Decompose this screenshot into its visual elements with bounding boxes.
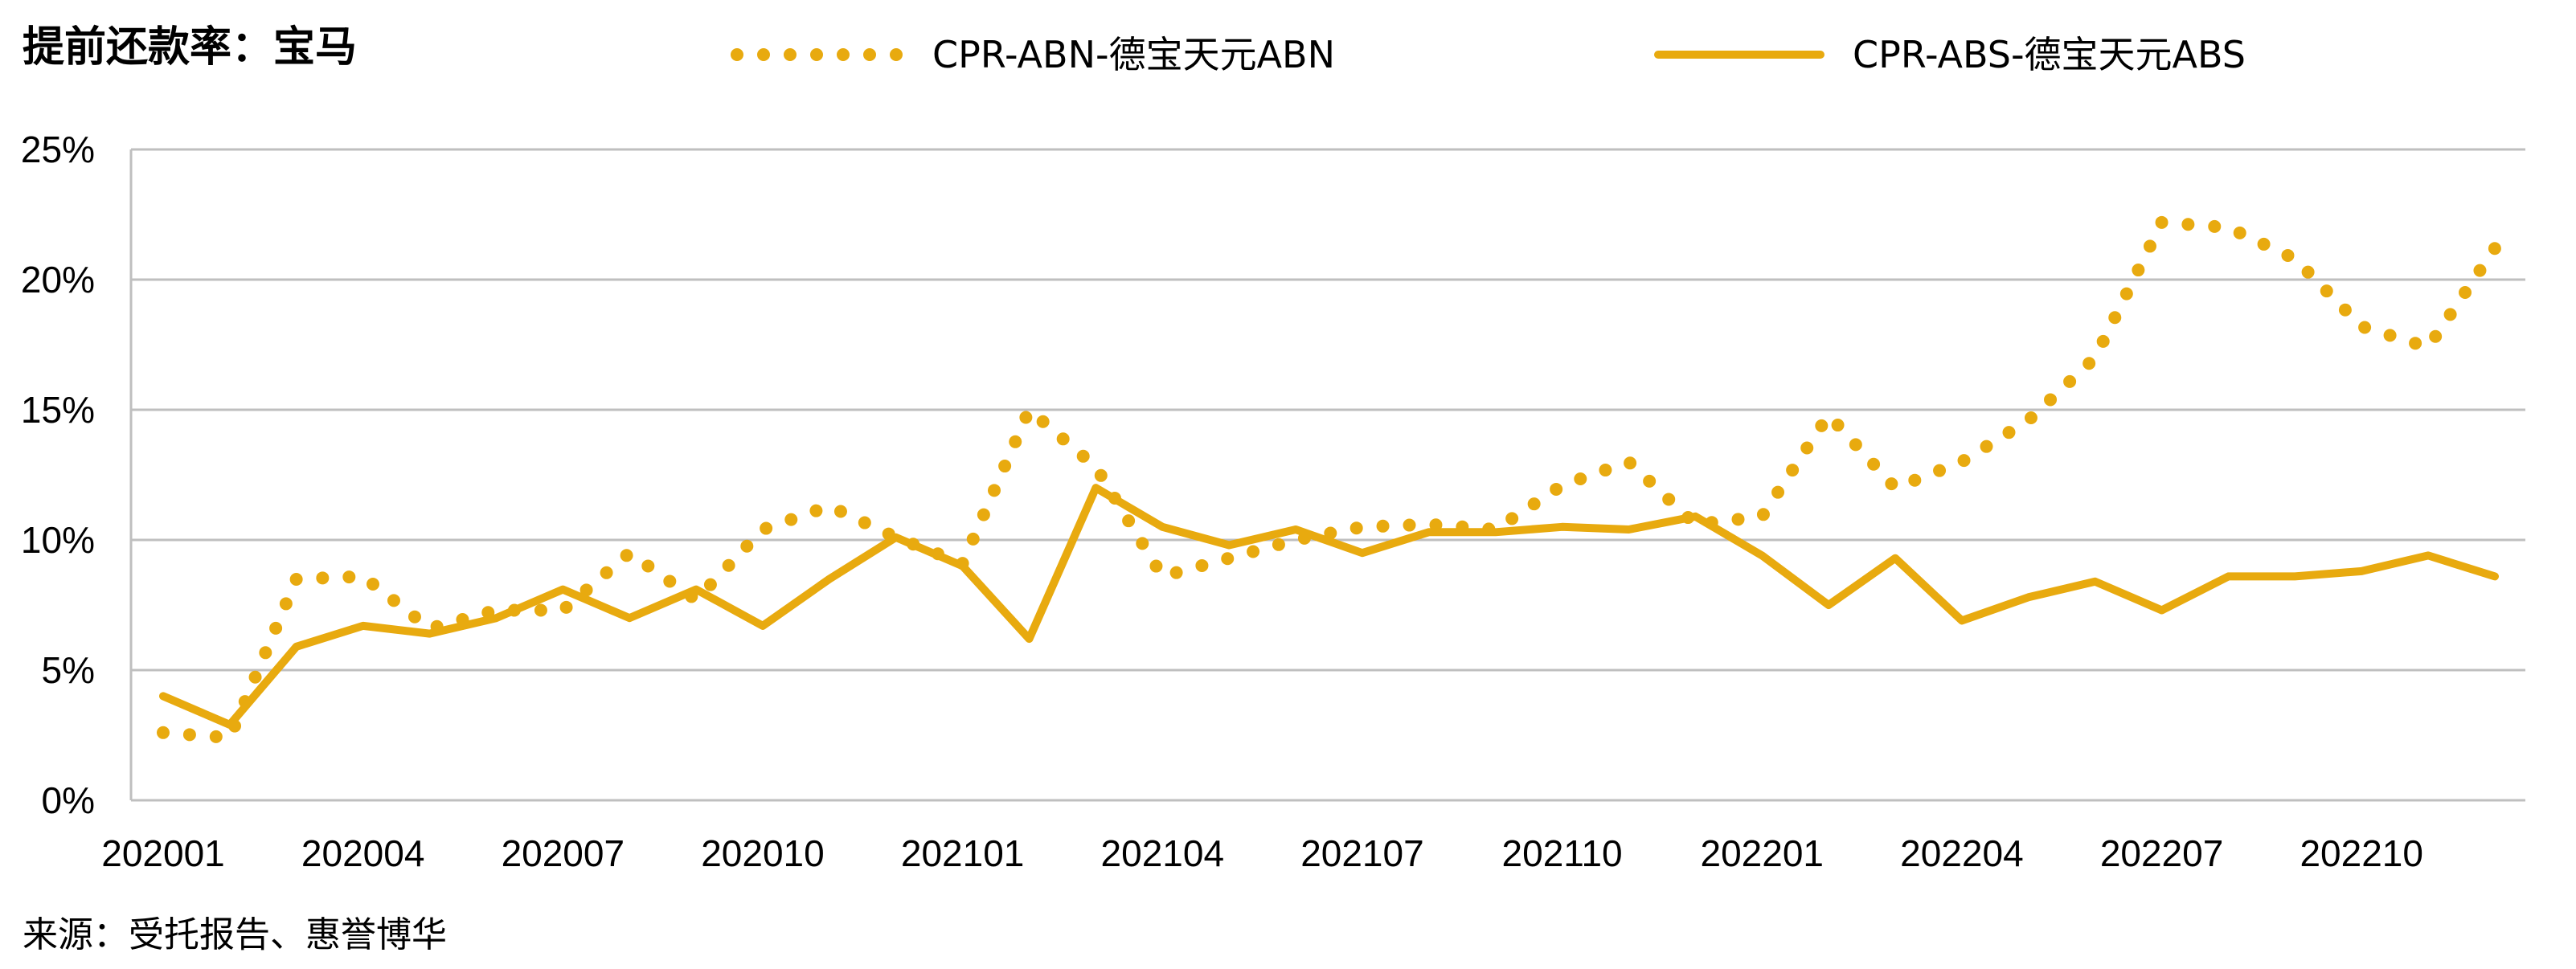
legend-label-2: CPR-ABS-德宝天元ABS [1853, 33, 2246, 76]
chart-title: 提前还款率：宝马 [23, 23, 357, 72]
x-tick-label: 202107 [1300, 832, 1424, 874]
y-tick-label: 0% [42, 779, 95, 821]
legend: CPR-ABN-德宝天元ABN CPR-ABS-德宝天元ABS [731, 33, 2246, 76]
x-tick-label: 202210 [2300, 832, 2423, 874]
y-tick-label: 15% [21, 389, 95, 431]
x-tick-label: 202207 [2100, 832, 2224, 874]
plot-series [157, 215, 2501, 745]
x-tick-label: 202007 [502, 832, 625, 874]
source-note: 来源：受托报告、惠誉博华 [23, 914, 447, 955]
x-tick-label: 202001 [101, 832, 225, 874]
y-tick-label: 10% [21, 519, 95, 561]
series-line-1 [157, 215, 2501, 745]
x-tick-label: 202010 [701, 832, 825, 874]
x-tick-label: 202204 [1900, 832, 2024, 874]
x-tick-label: 202201 [1701, 832, 1824, 874]
y-tick-label: 20% [21, 259, 95, 301]
y-axis: 0% 5% 10% 15% 20% 25% [21, 129, 133, 821]
gridlines [131, 148, 2525, 672]
x-tick-label: 202104 [1101, 832, 1225, 874]
y-tick-label: 5% [42, 649, 95, 691]
y-tick-label: 25% [21, 129, 95, 170]
x-tick-label: 202101 [901, 832, 1025, 874]
legend-label-1: CPR-ABN-德宝天元ABN [932, 33, 1335, 76]
x-axis: 202001 202004 202007 202010 202101 202104 2021… [101, 799, 2525, 874]
series-line-2 [159, 484, 2499, 729]
x-tick-label: 202004 [301, 832, 425, 874]
x-tick-label: 202110 [1502, 832, 1623, 874]
